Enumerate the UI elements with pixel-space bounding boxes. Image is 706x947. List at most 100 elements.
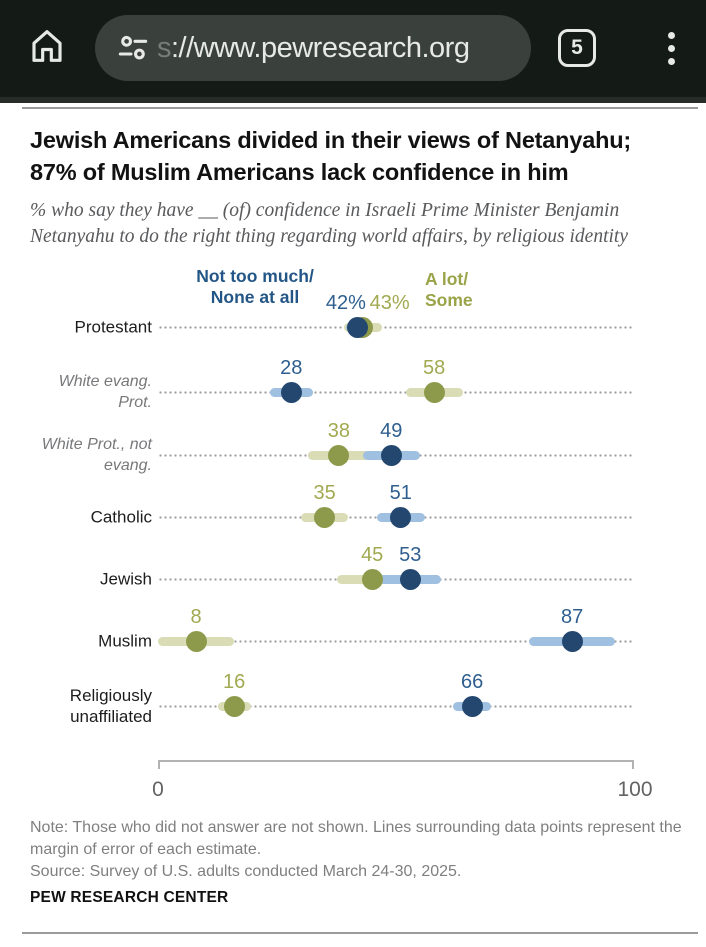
moe-bar-a_lot — [300, 512, 349, 522]
tab-switcher-button[interactable]: 5 — [558, 29, 596, 67]
category-label: Religiously unaffiliated — [20, 685, 152, 727]
category-label-line: Jewish — [100, 569, 152, 589]
data-point-a_lot — [328, 444, 350, 466]
browser-menu-button[interactable] — [655, 26, 687, 70]
url-scheme-faded: s — [157, 31, 172, 64]
category-label: White evang. Prot. — [20, 371, 152, 413]
value-label-not_much: 42% — [325, 292, 366, 314]
data-point-a_lot — [423, 381, 445, 403]
category-label: Muslim — [20, 631, 152, 652]
chart-note-line2: margin of error of each estimate. — [30, 841, 262, 858]
moe-bar-a_lot — [343, 322, 382, 332]
value-label-a_lot: 35 — [313, 482, 336, 504]
url-text: s://www.pewresearch.org — [157, 31, 470, 65]
moe-bar-a_lot — [307, 450, 370, 460]
row-leader-line — [158, 705, 634, 708]
chart-title: Jewish Americans divided in their views … — [30, 124, 698, 188]
data-point-not_much — [347, 316, 369, 338]
data-point-a_lot — [185, 630, 207, 652]
chart-subtitle-line1: % who say they have __ (of) confidence i… — [30, 200, 620, 221]
tab-count: 5 — [571, 36, 583, 59]
category-label-line: Prot. — [118, 394, 152, 411]
category-label: White Prot., not evang. — [20, 434, 152, 476]
legend-not-too-much-line2: None at all — [210, 287, 300, 307]
toolbar-bottom-edge — [0, 97, 706, 103]
row-leader-line — [158, 326, 634, 329]
home-button[interactable] — [26, 27, 68, 69]
category-label-line: unaffiliated — [70, 707, 152, 726]
bottom-divider — [22, 932, 698, 934]
kebab-dot — [667, 57, 675, 65]
moe-bar-not_much — [362, 450, 420, 460]
category-label-line: Protestant — [74, 317, 153, 337]
category-label-line: White evang. — [58, 373, 152, 390]
moe-bar-not_much — [529, 636, 615, 646]
category-label-line: White Prot., not — [41, 436, 152, 453]
value-label-a_lot: 43% — [369, 292, 410, 314]
category-label-line: Religiously — [69, 686, 152, 705]
value-label-a_lot: 8 — [190, 606, 202, 628]
data-point-not_much — [561, 630, 583, 652]
browser-toolbar: s://www.pewresearch.org 5 — [0, 0, 706, 97]
row-leader-line — [158, 391, 634, 394]
value-label-not_much: 51 — [389, 482, 412, 504]
moe-bar-a_lot — [405, 387, 463, 397]
legend-a-lot-some: A lot/ Some — [425, 269, 473, 311]
moe-bar-not_much — [379, 574, 442, 584]
value-label-a_lot: 38 — [327, 420, 350, 442]
x-axis — [158, 760, 634, 769]
url-domain: ://www.pewresearch.org — [171, 31, 470, 64]
moe-bar-a_lot — [336, 574, 408, 584]
data-point-a_lot — [223, 695, 245, 717]
value-label-not_much: 66 — [461, 671, 484, 693]
moe-bar-a_lot — [217, 701, 251, 711]
legend-not-too-much-line1: Not too much/ — [196, 266, 314, 286]
data-point-not_much — [399, 568, 421, 590]
value-label-a_lot: 16 — [223, 671, 246, 693]
home-icon — [27, 26, 67, 71]
data-point-a_lot — [352, 316, 374, 338]
category-label-line: Muslim — [98, 631, 152, 651]
moe-bar-not_much — [346, 322, 370, 332]
x-axis-tick-0: 0 — [152, 778, 164, 801]
url-bar[interactable]: s://www.pewresearch.org — [95, 15, 531, 81]
value-label-a_lot: 45 — [361, 544, 384, 566]
data-point-not_much — [461, 695, 483, 717]
category-label: Catholic — [20, 507, 152, 528]
kebab-dot — [667, 31, 675, 39]
moe-bar-a_lot — [158, 636, 235, 646]
row-leader-line — [158, 454, 634, 457]
top-divider — [22, 107, 698, 109]
row-leader-line — [158, 578, 634, 581]
value-label-not_much: 87 — [560, 606, 584, 628]
data-point-not_much — [390, 506, 412, 528]
chart-subtitle-line2: Netanyahu to do the right thing regardin… — [30, 226, 628, 247]
chart-title-line1: Jewish Americans divided in their views … — [30, 127, 632, 153]
x-axis-tick-100: 100 — [617, 778, 653, 801]
category-label: Jewish — [20, 569, 152, 590]
value-label-not_much: 53 — [399, 544, 422, 566]
chart-source: Source: Survey of U.S. adults conducted … — [30, 863, 462, 880]
data-point-a_lot — [361, 568, 383, 590]
site-settings-icon[interactable] — [117, 32, 149, 64]
value-label-not_much: 28 — [280, 357, 303, 379]
row-leader-line — [158, 516, 634, 519]
category-label: Protestant — [20, 317, 153, 338]
value-label-a_lot: 58 — [422, 357, 446, 379]
category-label-line: Catholic — [90, 507, 152, 527]
chart-title-line2: 87% of Muslim Americans lack confidence … — [30, 159, 569, 185]
category-label-line: evang. — [103, 457, 152, 474]
moe-bar-not_much — [376, 512, 425, 522]
row-leader-line — [158, 640, 634, 643]
chart-subtitle: % who say they have __ (of) confidence i… — [30, 198, 698, 250]
data-point-a_lot — [314, 506, 336, 528]
moe-bar-not_much — [269, 387, 313, 397]
data-point-not_much — [380, 444, 402, 466]
kebab-dot — [667, 44, 675, 52]
data-point-not_much — [280, 381, 302, 403]
legend-a-lot-line2: Some — [425, 290, 473, 310]
value-label-not_much: 49 — [380, 420, 403, 442]
pew-research-center-wordmark: PEW RESEARCH CENTER — [30, 889, 229, 906]
legend-a-lot-line1: A lot/ — [425, 269, 469, 289]
